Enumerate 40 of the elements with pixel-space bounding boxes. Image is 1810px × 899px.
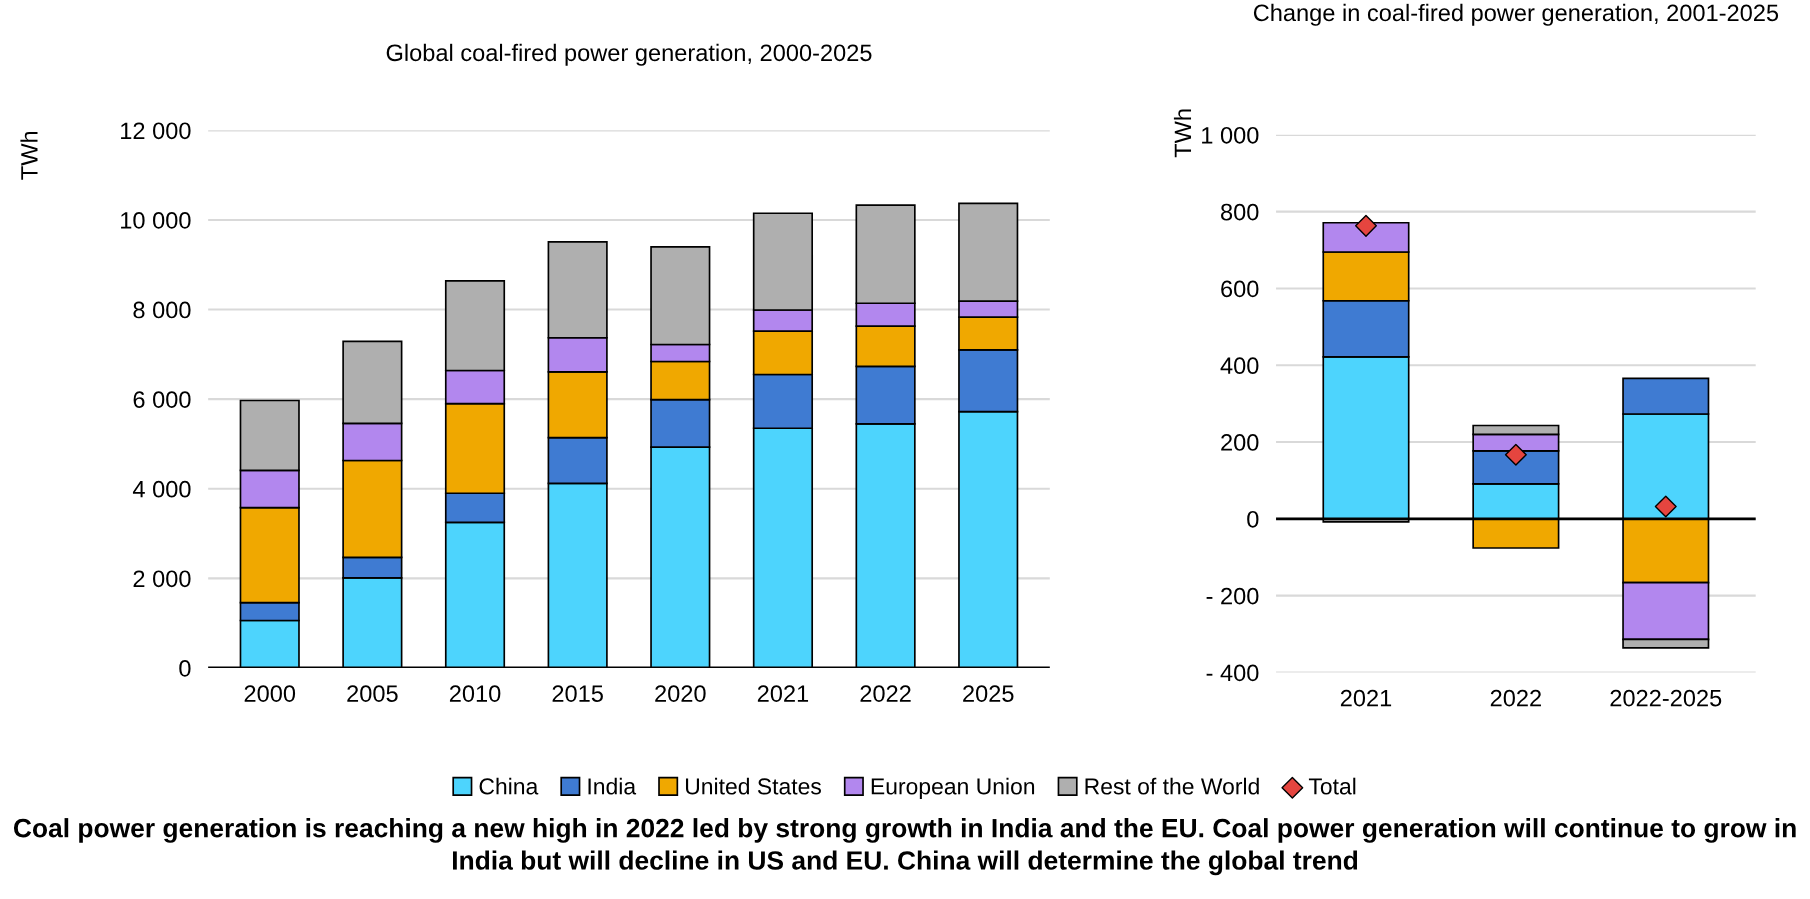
legend-label: European Union (871, 777, 1035, 800)
text: Coal power generation is reaching a new high in 2022 led by strong growth in India and the EU. Coal power generation will continue to grow in India but will decline in US and EU. China will determine the global trend (13, 818, 1796, 876)
y-tick-label: 1 000 (1202, 126, 1259, 144)
y-tick-label: 0 (1247, 510, 1259, 528)
chart-title: Global coal-fired power generation, 2000-2025 (386, 43, 872, 66)
legend-label: China (479, 777, 539, 795)
y-tick-label: 10 000 (121, 212, 191, 229)
y-tick-label: 400 (1220, 357, 1259, 375)
x-tick-label: 2010 (449, 685, 501, 702)
y-tick-label: 6 000 (133, 391, 191, 408)
legend-label: Rest of the World (1085, 777, 1259, 795)
legend-label: United States (685, 777, 821, 795)
y-tick-label: 8 000 (133, 301, 191, 319)
x-tick-label: 2022 (1490, 689, 1541, 707)
y-tick-label: 0 (179, 660, 191, 677)
x-tick-label: 2021 (757, 685, 809, 702)
legend-label: India (588, 777, 637, 795)
x-tick-label: 2020 (655, 685, 706, 702)
y-axis-title: TWh (20, 131, 38, 180)
y-tick-label: - 200 (1206, 587, 1259, 605)
x-tick-label: 2015 (552, 685, 603, 702)
legend-label: Total (1308, 777, 1356, 795)
y-tick-label: - 400 (1206, 664, 1259, 682)
y-axis-title: TWh (1173, 109, 1192, 158)
x-tick-label: 2005 (347, 685, 398, 702)
x-tick-label: 2022-2025 (1610, 689, 1722, 707)
y-tick-label: 200 (1221, 434, 1259, 451)
y-tick-label: 4 000 (132, 480, 191, 498)
y-tick-label: 2 000 (133, 570, 191, 588)
point (1504, 443, 1527, 466)
y-tick-label: 800 (1221, 203, 1259, 221)
y-tick-label: 600 (1221, 280, 1259, 298)
x-tick-label: 2021 (1340, 689, 1392, 707)
x-tick-label: 2022 (860, 685, 911, 702)
y-tick-label: 12 000 (121, 122, 191, 140)
point (1654, 495, 1677, 518)
x-tick-label: 2025 (963, 685, 1014, 702)
point (1354, 214, 1377, 237)
x-tick-label: 2000 (244, 685, 296, 702)
chart-title: Change in coal-fired power generation, 2001-2025 (1253, 3, 1779, 26)
